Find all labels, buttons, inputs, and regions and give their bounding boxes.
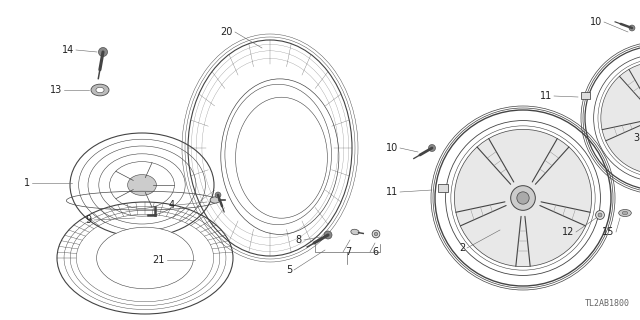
Text: 2: 2: [459, 243, 465, 253]
Text: 12: 12: [562, 227, 574, 237]
Ellipse shape: [91, 84, 109, 96]
Text: 15: 15: [602, 227, 614, 237]
Text: TL2AB1800: TL2AB1800: [585, 299, 630, 308]
Text: 14: 14: [61, 45, 74, 55]
Bar: [580, 92, 589, 99]
Bar: [438, 184, 448, 192]
Circle shape: [511, 186, 535, 210]
Text: 10: 10: [589, 17, 602, 27]
Text: 3: 3: [633, 133, 639, 143]
Text: 11: 11: [386, 187, 398, 197]
Circle shape: [596, 211, 604, 220]
Circle shape: [99, 47, 108, 57]
Circle shape: [629, 25, 635, 31]
Ellipse shape: [96, 87, 104, 93]
Ellipse shape: [351, 229, 359, 235]
Text: 4: 4: [169, 200, 175, 210]
Ellipse shape: [622, 211, 628, 215]
Text: 5: 5: [285, 265, 292, 275]
Circle shape: [517, 192, 529, 204]
Ellipse shape: [127, 175, 156, 196]
Text: 1: 1: [24, 178, 30, 188]
Text: 20: 20: [221, 27, 233, 37]
Circle shape: [372, 230, 380, 238]
Circle shape: [429, 145, 435, 151]
Circle shape: [598, 213, 602, 217]
Text: 7: 7: [345, 247, 351, 257]
Text: 8: 8: [296, 235, 302, 245]
Circle shape: [374, 232, 378, 236]
Circle shape: [601, 62, 640, 174]
Circle shape: [215, 192, 221, 198]
Text: 9: 9: [86, 215, 92, 225]
Ellipse shape: [210, 197, 220, 203]
Circle shape: [454, 129, 591, 267]
Text: 21: 21: [152, 255, 165, 265]
Text: 11: 11: [540, 91, 552, 101]
Text: 10: 10: [386, 143, 398, 153]
Circle shape: [324, 231, 332, 239]
Ellipse shape: [619, 210, 631, 217]
Ellipse shape: [221, 79, 339, 234]
Ellipse shape: [97, 227, 193, 289]
Text: 6: 6: [372, 247, 378, 257]
Text: 13: 13: [50, 85, 62, 95]
